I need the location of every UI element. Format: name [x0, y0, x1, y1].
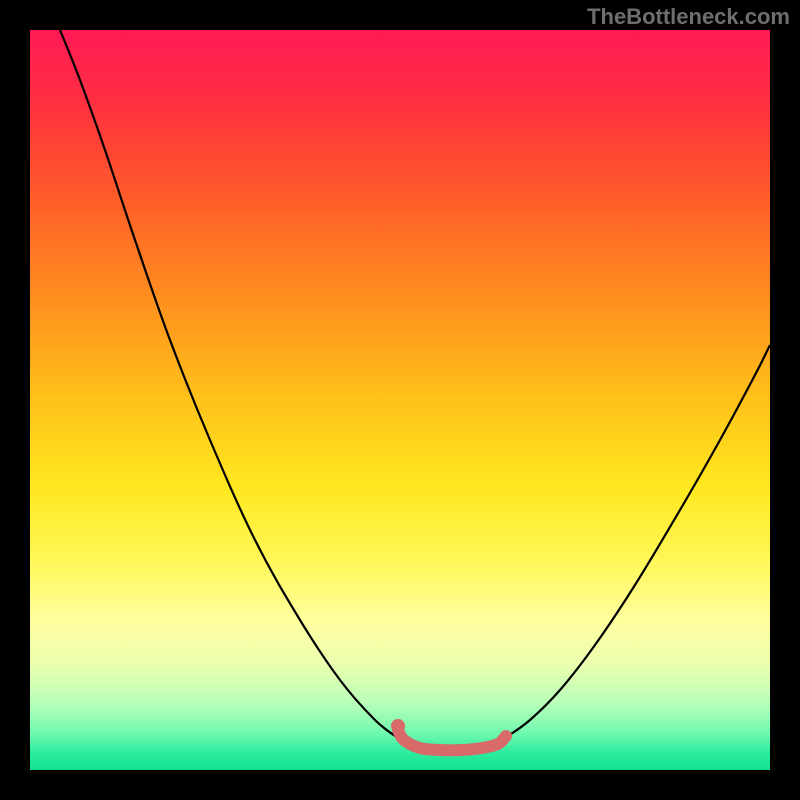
- chart-frame: TheBottleneck.com: [0, 0, 800, 800]
- source-watermark: TheBottleneck.com: [587, 4, 790, 30]
- bottleneck-curve-chart: [0, 0, 800, 800]
